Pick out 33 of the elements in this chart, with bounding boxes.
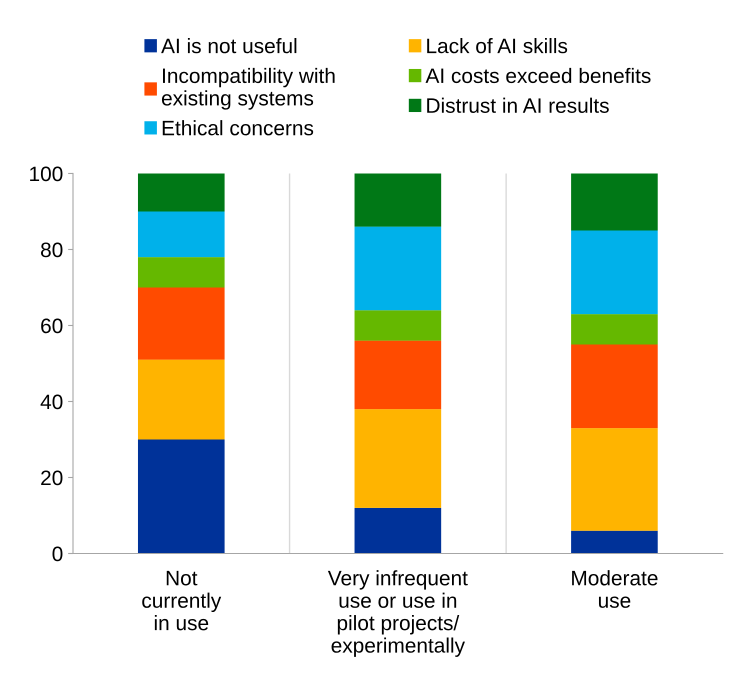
legend-label: Distrust in AI results	[427, 98, 609, 113]
bar	[571, 230, 658, 314]
bar	[354, 409, 442, 508]
y-tick-label: 60	[41, 318, 62, 334]
bar	[571, 314, 658, 344]
bar	[571, 428, 658, 531]
bar	[138, 211, 225, 258]
legend-label: AI is not useful	[161, 38, 296, 54]
bar	[571, 344, 658, 428]
legend-label: AI costs exceed benefits	[426, 68, 651, 84]
bar	[354, 173, 442, 227]
y-tick-label: 100	[30, 166, 62, 182]
bar	[354, 508, 442, 554]
legend-label: Incompatibility with existing systems	[162, 68, 335, 110]
bar	[138, 173, 225, 212]
x-tick-label: Moderate use	[572, 570, 658, 608]
legend-label: Ethical concerns	[162, 120, 314, 136]
bar	[571, 530, 658, 554]
bar	[354, 310, 442, 341]
bar	[571, 173, 658, 230]
y-tick-label: 40	[40, 394, 62, 410]
legend-label: Lack of AI skills	[427, 38, 568, 54]
x-tick-label: Not currently in use	[142, 570, 222, 630]
bar	[138, 257, 225, 288]
bar	[354, 226, 442, 310]
x-tick-label: Very infrequent use or use in pilot projects/ experimentally	[328, 570, 468, 657]
y-tick-label: 0	[52, 546, 62, 562]
y-tick-label: 20	[41, 470, 62, 486]
bar	[138, 360, 225, 440]
bar	[138, 287, 225, 360]
bar	[354, 340, 442, 410]
y-tick-label: 80	[41, 242, 62, 258]
bar	[138, 439, 225, 554]
